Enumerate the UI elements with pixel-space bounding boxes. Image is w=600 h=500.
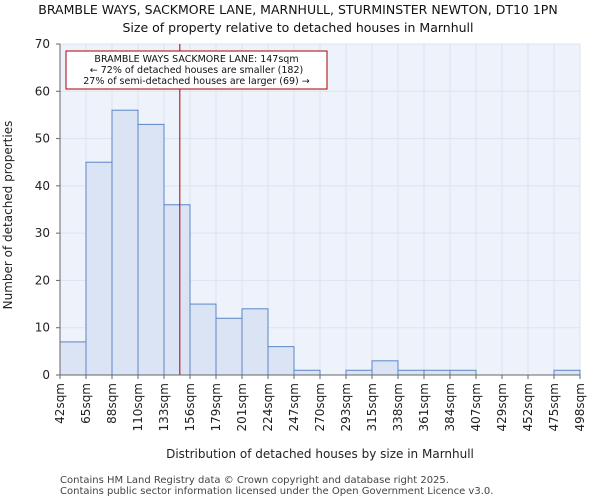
y-tick-labels: 0 10 20 30 40 50 60 70 bbox=[35, 37, 60, 382]
bar-247sqm bbox=[293, 369, 321, 376]
x-tick-label-65sqm: 65sqm bbox=[79, 383, 93, 424]
y-tick-label: 50 bbox=[35, 132, 50, 146]
x-tick-label-247sqm: 247sqm bbox=[287, 383, 301, 431]
y-tick-label: 70 bbox=[35, 37, 50, 51]
x-tick-label-338sqm: 338sqm bbox=[391, 383, 405, 431]
bar-384sqm bbox=[449, 369, 477, 376]
y-axis-label: Number of detached properties bbox=[1, 121, 15, 310]
x-tick-label-110sqm: 110sqm bbox=[131, 383, 145, 431]
x-tick-label-498sqm: 498sqm bbox=[573, 383, 587, 431]
x-tick-label-156sqm: 156sqm bbox=[183, 383, 197, 431]
footer-line1: Contains HM Land Registry data © Crown c… bbox=[60, 475, 449, 486]
x-tick-label-224sqm: 224sqm bbox=[261, 383, 275, 431]
bar-42sqm bbox=[59, 341, 87, 376]
chart-title-line2: Size of property relative to detached ho… bbox=[123, 20, 474, 35]
annotation-line3: 27% of semi-detached houses are larger (… bbox=[83, 76, 310, 87]
x-tick-label-429sqm: 429sqm bbox=[495, 383, 509, 431]
bar-201sqm bbox=[241, 308, 269, 376]
x-tick-label-201sqm: 201sqm bbox=[235, 383, 249, 431]
bar-65sqm bbox=[85, 161, 113, 376]
x-tick-label-315sqm: 315sqm bbox=[365, 383, 379, 431]
x-axis-label: Distribution of detached houses by size … bbox=[166, 447, 474, 461]
bar-475sqm bbox=[553, 369, 581, 376]
bars bbox=[59, 109, 581, 376]
x-tick-label-452sqm: 452sqm bbox=[521, 383, 535, 431]
x-tick-label-270sqm: 270sqm bbox=[313, 383, 327, 431]
bar-293sqm bbox=[345, 369, 373, 376]
x-tick-labels: 42sqm 65sqm 88sqm 110sqm 133sqm 156sqm 179sqm 2… bbox=[53, 375, 587, 431]
bar-361sqm bbox=[423, 369, 451, 376]
annotation-box-border bbox=[65, 50, 328, 90]
x-tick-label-407sqm: 407sqm bbox=[469, 383, 483, 431]
bar-88sqm bbox=[111, 109, 139, 376]
bar-133sqm bbox=[163, 204, 191, 376]
bar-224sqm bbox=[267, 346, 295, 376]
chart-title-line1: BRAMBLE WAYS, SACKMORE LANE, MARNHULL, S… bbox=[38, 2, 557, 17]
x-tick-label-133sqm: 133sqm bbox=[157, 383, 171, 431]
annotation-box: BRAMBLE WAYS SACKMORE LANE: 147sqm ← 72%… bbox=[65, 50, 328, 90]
annotation-line2: ← 72% of detached houses are smaller (18… bbox=[90, 65, 303, 76]
x-tick-label-475sqm: 475sqm bbox=[547, 383, 561, 431]
bar-156sqm bbox=[189, 303, 217, 376]
x-tick-label-361sqm: 361sqm bbox=[417, 383, 431, 431]
x-tick-label-88sqm: 88sqm bbox=[105, 383, 119, 424]
x-tick-label-293sqm: 293sqm bbox=[339, 383, 353, 431]
y-tick-label: 10 bbox=[35, 321, 50, 335]
annotation-line1: BRAMBLE WAYS SACKMORE LANE: 147sqm bbox=[94, 54, 298, 65]
bar-315sqm bbox=[371, 360, 399, 376]
y-tick-label: 0 bbox=[42, 368, 50, 382]
y-tick-label: 40 bbox=[35, 179, 50, 193]
bar-338sqm bbox=[397, 369, 425, 376]
bar-179sqm bbox=[215, 317, 243, 376]
y-tick-label: 30 bbox=[35, 226, 50, 240]
bar-110sqm bbox=[137, 123, 165, 376]
x-tick-label-179sqm: 179sqm bbox=[209, 383, 223, 431]
x-tick-label-42sqm: 42sqm bbox=[53, 383, 67, 424]
footer-line2: Contains public sector information licen… bbox=[60, 486, 493, 497]
x-tick-label-384sqm: 384sqm bbox=[443, 383, 457, 431]
y-tick-label: 60 bbox=[35, 84, 50, 98]
y-tick-label: 20 bbox=[35, 273, 50, 287]
